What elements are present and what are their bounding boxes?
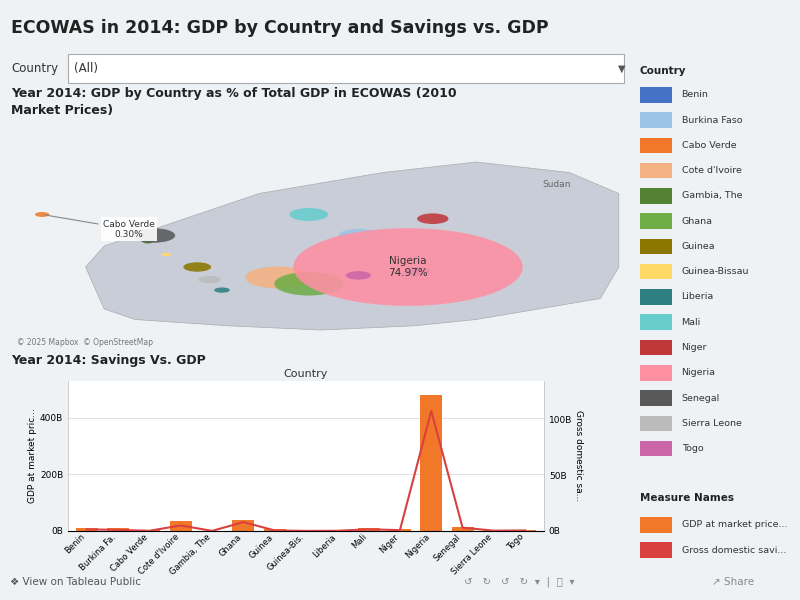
Bar — [640, 390, 672, 406]
Text: ECOWAS in 2014: GDP by Country and Savings vs. GDP: ECOWAS in 2014: GDP by Country and Savin… — [11, 19, 549, 37]
Circle shape — [133, 228, 175, 243]
Text: Togo: Togo — [682, 444, 703, 453]
Text: ▼: ▼ — [618, 64, 626, 73]
Circle shape — [346, 271, 371, 280]
Bar — [640, 542, 672, 558]
Text: Country: Country — [11, 62, 58, 75]
Bar — [640, 239, 672, 254]
Circle shape — [290, 208, 328, 221]
Circle shape — [246, 266, 310, 289]
Bar — [640, 163, 672, 178]
Y-axis label: GDP at market pric...: GDP at market pric... — [28, 409, 37, 503]
Text: Sudan: Sudan — [542, 180, 571, 189]
Circle shape — [198, 276, 221, 283]
Text: Benin: Benin — [682, 90, 709, 99]
Text: ↗ Share: ↗ Share — [712, 577, 754, 587]
Y-axis label: Gross domestic sa...: Gross domestic sa... — [574, 410, 583, 502]
Circle shape — [405, 267, 430, 275]
Bar — [76, 529, 98, 531]
Bar — [420, 395, 442, 531]
Text: Sierra Leone: Sierra Leone — [682, 419, 742, 428]
Bar — [107, 527, 129, 531]
Polygon shape — [86, 162, 619, 330]
Text: Year 2014: GDP by Country as % of Total GDP in ECOWAS (2010
Market Prices): Year 2014: GDP by Country as % of Total … — [11, 87, 457, 117]
Bar — [640, 264, 672, 280]
Bar — [358, 527, 379, 531]
Text: (All): (All) — [74, 62, 98, 75]
Text: ↺   ↻   ↺   ↻  ▾  |  ⧉  ▾: ↺ ↻ ↺ ↻ ▾ | ⧉ ▾ — [464, 577, 574, 587]
Circle shape — [35, 212, 50, 217]
Text: Liberia: Liberia — [682, 292, 714, 301]
Bar — [640, 87, 672, 103]
FancyBboxPatch shape — [68, 54, 624, 83]
Circle shape — [274, 272, 343, 296]
Bar — [514, 530, 536, 531]
Text: GDP at market price...: GDP at market price... — [682, 520, 787, 529]
Text: Gambia, The: Gambia, The — [682, 191, 742, 200]
Bar — [452, 527, 474, 531]
Bar — [640, 441, 672, 457]
Bar — [640, 340, 672, 355]
Text: Measure Names: Measure Names — [640, 493, 734, 503]
Bar — [170, 521, 192, 531]
Title: Country: Country — [284, 369, 328, 379]
Text: © 2025 Mapbox  © OpenStreetMap: © 2025 Mapbox © OpenStreetMap — [18, 338, 154, 347]
Bar — [640, 314, 672, 330]
Bar — [640, 188, 672, 203]
Text: Cote d'Ivoire: Cote d'Ivoire — [682, 166, 742, 175]
Bar — [483, 530, 505, 531]
Text: Cabo Verde
0.30%: Cabo Verde 0.30% — [45, 215, 155, 239]
Text: Mali: Mali — [682, 317, 701, 326]
Text: Gross domestic savi...: Gross domestic savi... — [682, 545, 786, 554]
Text: Year 2014: Savings Vs. GDP: Year 2014: Savings Vs. GDP — [11, 355, 206, 367]
Bar — [640, 517, 672, 533]
Circle shape — [417, 214, 449, 224]
Text: Burkina Faso: Burkina Faso — [682, 116, 742, 125]
Bar — [233, 520, 254, 531]
Text: Ghana: Ghana — [682, 217, 713, 226]
Circle shape — [183, 262, 211, 272]
Text: ❖ View on Tableau Public: ❖ View on Tableau Public — [10, 577, 141, 587]
Text: Guinea-Bissau: Guinea-Bissau — [682, 267, 749, 276]
Bar — [640, 289, 672, 305]
Bar — [389, 529, 411, 531]
Text: Senegal: Senegal — [682, 394, 720, 403]
Bar — [640, 365, 672, 380]
Bar — [264, 529, 286, 531]
Bar — [640, 112, 672, 128]
Circle shape — [338, 229, 378, 242]
Text: Nigeria: Nigeria — [682, 368, 716, 377]
Circle shape — [161, 253, 171, 256]
Circle shape — [294, 228, 522, 306]
Text: Niger: Niger — [682, 343, 707, 352]
Bar — [640, 137, 672, 153]
Bar — [640, 214, 672, 229]
Circle shape — [142, 240, 153, 244]
Text: Nigeria
74.97%: Nigeria 74.97% — [388, 256, 428, 278]
Text: Cabo Verde: Cabo Verde — [682, 141, 736, 150]
Bar — [640, 415, 672, 431]
Text: Guinea: Guinea — [682, 242, 715, 251]
Circle shape — [214, 287, 230, 293]
Text: Country: Country — [640, 65, 686, 76]
